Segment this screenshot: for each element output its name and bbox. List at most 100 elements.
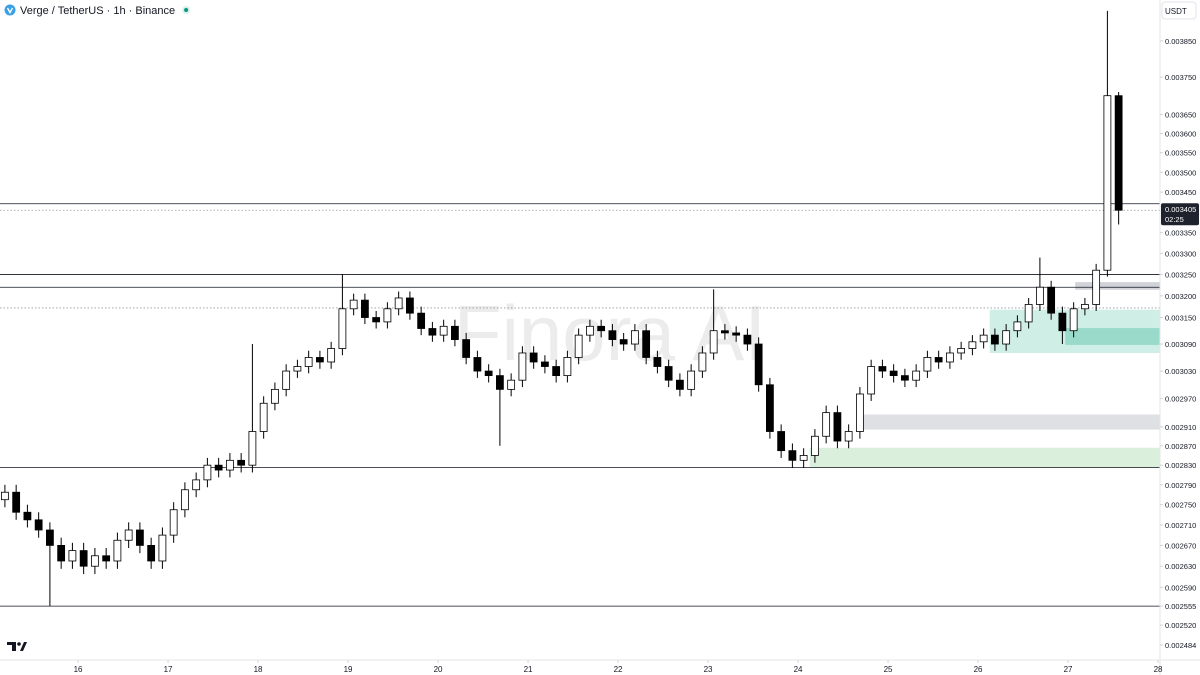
x-tick-label: 23 (704, 665, 713, 674)
candle-body (349, 299, 358, 310)
x-tick-label: 24 (794, 665, 803, 674)
tv-logo (7, 642, 27, 651)
y-tick-label: 0.003750 (1165, 73, 1196, 82)
y-tick-label: 0.003850 (1165, 37, 1196, 46)
tv-logo-dot (17, 642, 21, 646)
x-tick-label: 17 (164, 665, 173, 674)
candle-body (327, 348, 336, 363)
candle-body (259, 402, 268, 432)
y-tick-label: 0.002590 (1165, 583, 1196, 592)
axes: 0.003850 0.003750 0.003650 0.003600 0.003550… (74, 37, 1199, 674)
candle-body (406, 297, 414, 314)
candle-body (248, 431, 257, 466)
y-tick-label: 0.003090 (1165, 340, 1196, 349)
candle-body (428, 328, 437, 336)
candle-body (664, 366, 673, 381)
tv-logo-t (7, 642, 16, 651)
candle-body (23, 511, 32, 521)
candle-body (91, 555, 99, 567)
y-tick-label: 0.003300 (1165, 249, 1196, 258)
candle-body (1047, 286, 1056, 314)
candle-body (889, 370, 898, 377)
currency-label: USDT (1165, 7, 1187, 16)
y-tick-label: 0.003450 (1165, 188, 1196, 197)
candle-body (619, 339, 628, 345)
candle-body (811, 435, 819, 456)
candle-body (1103, 95, 1112, 271)
zone (1075, 282, 1160, 290)
y-tick-label: 0.003500 (1165, 168, 1196, 177)
candle-body (923, 357, 932, 372)
candle-body (642, 330, 651, 358)
candle-body (878, 366, 887, 372)
y-tick-label: 0.002484 (1165, 641, 1196, 650)
candle-body (361, 299, 369, 318)
x-tick-label: 20 (434, 665, 443, 674)
candle-body (462, 339, 471, 358)
y-tick-label: 0.002520 (1165, 621, 1196, 630)
candle-body (732, 332, 741, 336)
x-tick-label: 27 (1064, 665, 1073, 674)
candle-body (372, 317, 381, 323)
y-tick-label: 0.003550 (1165, 149, 1196, 158)
candle-body (383, 308, 392, 323)
y-tick-label: 0.002910 (1165, 423, 1196, 432)
x-tick-label: 22 (614, 665, 623, 674)
candle-body (687, 370, 696, 390)
candle-body (282, 370, 291, 390)
candle-body (1002, 330, 1011, 345)
y-tick-label: 0.002630 (1165, 562, 1196, 571)
candle-body (777, 431, 786, 452)
candle-body (158, 534, 167, 562)
candle-body (698, 352, 707, 372)
y-tick-label: 0.003650 (1165, 110, 1196, 119)
candle-body (631, 330, 639, 345)
candle-body (237, 459, 246, 466)
y-tick-label: 0.003150 (1165, 314, 1196, 323)
x-tick-label: 16 (74, 665, 83, 674)
tv-logo-v (20, 642, 27, 651)
y-tick-label: 0.002970 (1165, 395, 1196, 404)
candle-body (721, 330, 729, 334)
candle-body (676, 379, 684, 390)
candle-body (1, 491, 9, 501)
last-price-badge (1161, 203, 1199, 226)
candle-body (496, 375, 504, 390)
candle-body (1036, 286, 1044, 305)
candle-body (316, 357, 324, 363)
candle-body (102, 555, 111, 562)
zone (809, 447, 1160, 468)
candle-body (507, 379, 516, 390)
y-tick-label: 0.002830 (1165, 461, 1196, 470)
candle-body (743, 334, 752, 345)
candle-body (1058, 312, 1067, 332)
candle-body (979, 334, 988, 343)
candle-body (844, 431, 853, 442)
candle-body (124, 529, 133, 541)
candle-body (417, 312, 426, 329)
x-tick-label: 19 (344, 665, 353, 674)
candle-body (788, 450, 797, 461)
candle-body (934, 357, 943, 363)
candle-body (1081, 304, 1089, 310)
candle-body (203, 464, 212, 481)
candle-body (57, 545, 66, 562)
plot-area (0, 10, 1160, 607)
candle-body (473, 357, 482, 372)
candle-body (484, 370, 493, 377)
y-tick-label: 0.002555 (1165, 602, 1196, 611)
candle-body (867, 366, 876, 395)
candle-body (541, 361, 549, 367)
zone (1065, 328, 1160, 345)
candle-body (12, 491, 21, 513)
x-tick-label: 25 (884, 665, 893, 674)
x-tick-label: 26 (974, 665, 983, 674)
candle-body (271, 388, 279, 404)
candle-body (529, 352, 538, 363)
candle-body (946, 352, 954, 363)
x-tick-label: 18 (254, 665, 263, 674)
currency-button[interactable] (1161, 1, 1197, 20)
candle-body (833, 412, 842, 442)
